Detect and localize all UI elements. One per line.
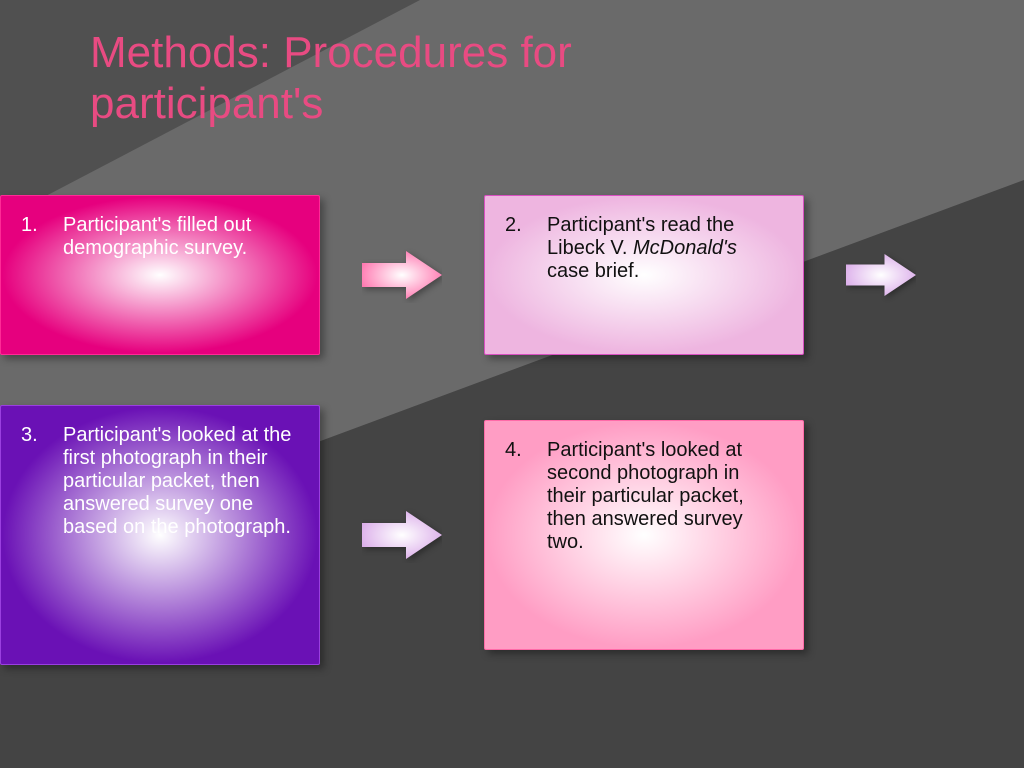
row-1: 1. Participant's filled out demographic … <box>0 195 1024 355</box>
row-2: 3. Participant's looked at the first pho… <box>0 405 1024 665</box>
slide-title: Methods: Procedures for participant's <box>90 28 572 129</box>
step-text-2-post: case brief. <box>547 260 639 282</box>
step-text-4: Participant's looked at second photograp… <box>547 439 783 554</box>
step-text-3: Participant's looked at the first photog… <box>63 424 299 539</box>
step-text-2-italic: McDonald's <box>633 237 737 259</box>
arrow-right-icon <box>846 247 916 303</box>
step-number-1: 1. <box>21 214 38 237</box>
step-text-1: Participant's filled out demographic sur… <box>63 214 299 260</box>
step-box-1: 1. Participant's filled out demographic … <box>0 195 320 355</box>
step-text-2: Participant's read the Libeck V. McDonal… <box>547 214 783 283</box>
step-box-4: 4. Participant's looked at second photog… <box>484 420 804 650</box>
step-box-3: 3. Participant's looked at the first pho… <box>0 405 320 665</box>
step-number-3: 3. <box>21 424 38 447</box>
title-line-2: participant's <box>90 79 572 130</box>
arrow-right-icon <box>362 247 442 303</box>
step-number-2: 2. <box>505 214 522 237</box>
arrow-right-icon <box>362 507 442 563</box>
step-number-4: 4. <box>505 439 522 462</box>
content-area: 1. Participant's filled out demographic … <box>0 195 1024 725</box>
step-box-2: 2. Participant's read the Libeck V. McDo… <box>484 195 804 355</box>
title-line-1: Methods: Procedures for <box>90 28 572 79</box>
